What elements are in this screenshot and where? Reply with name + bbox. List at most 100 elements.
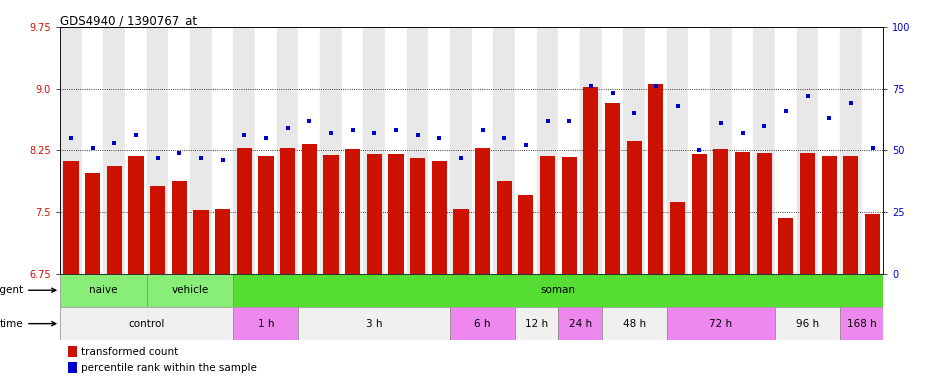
Bar bbox=[800, 153, 815, 273]
Bar bbox=[147, 27, 168, 273]
Point bbox=[735, 130, 750, 136]
Point bbox=[627, 110, 642, 116]
Bar bbox=[450, 27, 472, 273]
Point bbox=[844, 100, 858, 106]
Bar bbox=[602, 307, 667, 340]
Bar bbox=[410, 159, 426, 273]
Bar bbox=[692, 154, 707, 273]
Bar bbox=[475, 148, 490, 273]
Point bbox=[237, 132, 252, 139]
Text: 168 h: 168 h bbox=[846, 319, 877, 329]
Bar bbox=[385, 27, 407, 273]
Bar bbox=[258, 156, 274, 273]
Bar bbox=[840, 307, 883, 340]
Bar bbox=[255, 27, 277, 273]
Text: 72 h: 72 h bbox=[709, 319, 733, 329]
Bar bbox=[623, 27, 645, 273]
Point bbox=[648, 83, 663, 89]
Bar bbox=[667, 27, 688, 273]
Bar bbox=[237, 148, 252, 273]
Bar bbox=[193, 210, 208, 273]
Bar bbox=[775, 307, 840, 340]
Point bbox=[129, 132, 143, 139]
Bar bbox=[233, 27, 255, 273]
Bar bbox=[796, 27, 819, 273]
Point bbox=[216, 157, 230, 163]
Bar bbox=[735, 152, 750, 273]
Bar bbox=[341, 27, 364, 273]
Point bbox=[519, 142, 534, 148]
Point bbox=[432, 135, 447, 141]
Bar bbox=[388, 154, 403, 273]
Point bbox=[302, 118, 316, 124]
Bar bbox=[757, 153, 771, 273]
Bar bbox=[68, 346, 78, 356]
Point bbox=[410, 132, 425, 139]
Bar bbox=[104, 27, 125, 273]
Bar bbox=[713, 149, 729, 273]
Bar bbox=[540, 156, 555, 273]
Bar bbox=[366, 154, 382, 273]
Point bbox=[692, 147, 707, 153]
Text: GDS4940 / 1390767_at: GDS4940 / 1390767_at bbox=[60, 14, 197, 27]
Bar bbox=[515, 307, 559, 340]
Point bbox=[561, 118, 576, 124]
Bar bbox=[518, 195, 534, 273]
Bar bbox=[753, 27, 775, 273]
Point bbox=[324, 130, 339, 136]
Text: 3 h: 3 h bbox=[366, 319, 383, 329]
Point bbox=[757, 122, 771, 129]
Bar bbox=[559, 27, 580, 273]
Bar bbox=[493, 27, 515, 273]
Bar bbox=[85, 173, 100, 273]
Text: time: time bbox=[0, 319, 56, 329]
Bar bbox=[60, 307, 233, 340]
Bar bbox=[688, 27, 710, 273]
Point bbox=[779, 108, 794, 114]
Bar bbox=[320, 27, 341, 273]
Bar bbox=[345, 149, 360, 273]
Point bbox=[193, 154, 208, 161]
Bar bbox=[536, 27, 559, 273]
Bar bbox=[212, 27, 233, 273]
Point bbox=[367, 130, 382, 136]
Text: 96 h: 96 h bbox=[796, 319, 820, 329]
Bar bbox=[106, 166, 122, 273]
Point bbox=[800, 93, 815, 99]
Text: soman: soman bbox=[541, 285, 576, 295]
Bar bbox=[667, 307, 775, 340]
Bar bbox=[453, 209, 468, 273]
Bar bbox=[605, 103, 620, 273]
Bar bbox=[602, 27, 623, 273]
Bar bbox=[710, 27, 732, 273]
Point bbox=[150, 154, 165, 161]
Point bbox=[670, 103, 684, 109]
Point bbox=[475, 127, 490, 134]
Point bbox=[821, 115, 836, 121]
Bar bbox=[233, 273, 883, 307]
Bar bbox=[844, 156, 858, 273]
Bar bbox=[129, 156, 143, 273]
Point bbox=[584, 83, 598, 89]
Bar bbox=[775, 27, 796, 273]
Bar bbox=[277, 27, 299, 273]
Bar bbox=[626, 141, 642, 273]
Text: vehicle: vehicle bbox=[171, 285, 209, 295]
Bar bbox=[407, 27, 428, 273]
Bar bbox=[472, 27, 493, 273]
Bar bbox=[233, 307, 299, 340]
Bar bbox=[68, 362, 78, 373]
Text: control: control bbox=[129, 319, 165, 329]
Bar bbox=[147, 273, 233, 307]
Point bbox=[64, 135, 79, 141]
Bar bbox=[559, 307, 602, 340]
Bar bbox=[840, 27, 862, 273]
Bar bbox=[168, 27, 191, 273]
Point bbox=[540, 118, 555, 124]
Text: percentile rank within the sample: percentile rank within the sample bbox=[81, 363, 257, 373]
Bar bbox=[515, 27, 536, 273]
Bar bbox=[280, 148, 295, 273]
Bar bbox=[64, 161, 79, 273]
Bar bbox=[645, 27, 667, 273]
Point bbox=[605, 90, 620, 96]
